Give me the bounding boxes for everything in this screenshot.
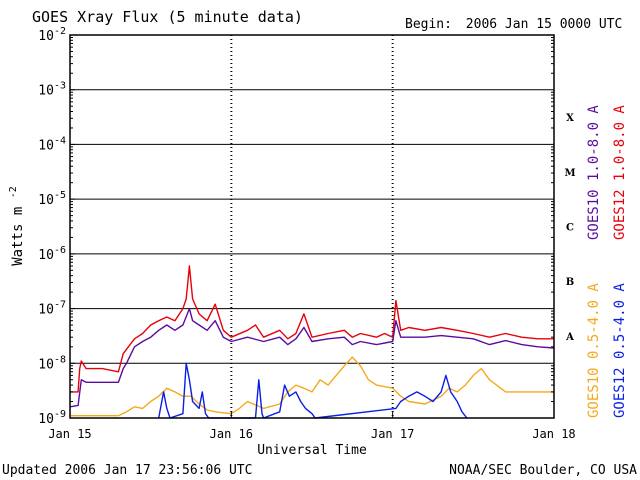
- y-tick-base: 10: [38, 412, 54, 427]
- flare-class-label: C: [566, 223, 574, 234]
- x-tick-label: Jan 15: [48, 427, 91, 441]
- y-tick-label: 10-2: [38, 26, 66, 44]
- x-axis-label: Universal Time: [257, 443, 367, 458]
- y-tick-label: 10-7: [38, 300, 66, 318]
- credit-text: NOAA/SEC Boulder, CO USA: [449, 463, 637, 478]
- x-tick-label: Jan 17: [371, 427, 414, 441]
- series-line: [69, 307, 555, 408]
- flare-class-label: M: [564, 168, 575, 179]
- y-tick-base: 10: [38, 138, 54, 153]
- legend-entry: GOES12 0.5-4.0 A: [612, 283, 628, 418]
- chart-title: GOES Xray Flux (5 minute data): [32, 8, 303, 26]
- y-axis-ticks: 10-210-310-410-510-610-710-810-9: [38, 26, 554, 427]
- y-tick-base: 10: [38, 303, 54, 318]
- y-tick-exponent: -3: [54, 81, 66, 92]
- y-tick-exponent: -2: [54, 26, 66, 37]
- y-axis-label: Watts m -2: [8, 186, 26, 266]
- y-tick-exponent: -8: [54, 354, 66, 365]
- x-tick-label: Jan 18: [532, 427, 575, 441]
- y-tick-label: 10-3: [38, 81, 66, 99]
- y-tick-label: 10-6: [38, 245, 66, 263]
- legend-entry: GOES10 0.5-4.0 A: [586, 283, 602, 418]
- flare-class-label: X: [566, 113, 574, 124]
- y-axis-label-exponent: -2: [8, 186, 19, 198]
- legend-long-channel: GOES10 1.0-8.0 A GOES12 1.0-8.0 A: [586, 105, 628, 240]
- plot-frame: [69, 34, 555, 419]
- begin-label: Begin:: [405, 17, 452, 32]
- flare-class-label: B: [566, 277, 574, 288]
- y-tick-base: 10: [38, 248, 54, 263]
- y-tick-label: 10-8: [38, 354, 66, 372]
- y-tick-exponent: -9: [54, 409, 66, 420]
- y-tick-exponent: -4: [54, 135, 66, 146]
- y-tick-base: 10: [38, 84, 54, 99]
- y-tick-exponent: -5: [54, 190, 66, 201]
- flare-class-labels: X M C B A: [564, 113, 575, 343]
- flare-class-label: A: [565, 332, 574, 343]
- y-tick-label: 10-5: [38, 190, 66, 208]
- y-tick-label: 10-4: [38, 135, 66, 153]
- begin-date: Begin: 2006 Jan 15 0000 UTC: [405, 17, 622, 32]
- x-axis-ticks: Jan 15 Jan 16 Jan 17 Jan 18: [48, 412, 576, 441]
- y-tick-base: 10: [38, 357, 54, 372]
- plot-grid: [70, 35, 554, 418]
- series-line: [70, 265, 554, 393]
- legend-short-channel: GOES10 0.5-4.0 A GOES12 0.5-4.0 A: [586, 283, 628, 418]
- data-series: [69, 265, 555, 419]
- updated-timestamp: Updated 2006 Jan 17 23:56:06 UTC: [2, 463, 252, 478]
- legend-entry: GOES10 1.0-8.0 A: [586, 105, 602, 240]
- legend-entry: GOES12 1.0-8.0 A: [612, 105, 628, 240]
- begin-value: 2006 Jan 15 0000 UTC: [466, 17, 623, 32]
- series-line: [70, 356, 554, 417]
- y-tick-base: 10: [38, 193, 54, 208]
- y-tick-exponent: -7: [54, 300, 66, 311]
- x-tick-label: Jan 16: [210, 427, 253, 441]
- series-line: [158, 362, 468, 419]
- y-tick-label: 10-9: [38, 409, 66, 427]
- y-tick-exponent: -6: [54, 245, 66, 256]
- y-axis-label-text: Watts m: [10, 207, 26, 266]
- y-tick-base: 10: [38, 29, 54, 44]
